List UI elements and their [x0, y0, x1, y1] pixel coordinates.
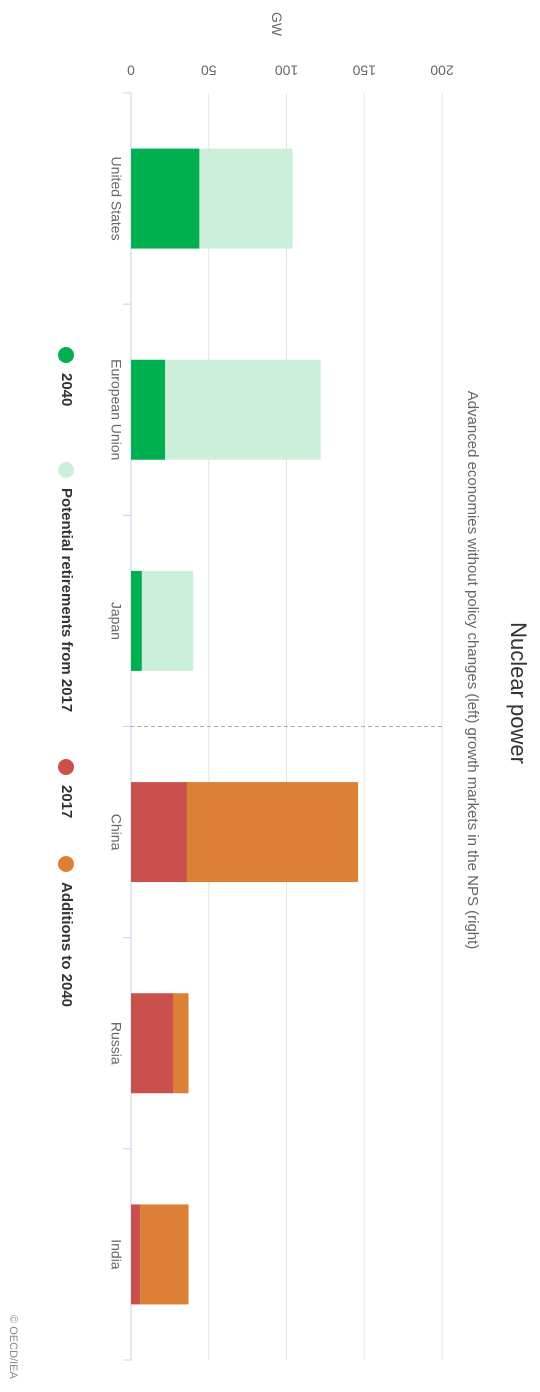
- legend-label-additions-to-2040: Additions to 2040: [58, 882, 75, 1007]
- category-label-united-states: United States: [108, 157, 124, 241]
- y-tick-label-0: 0: [127, 62, 135, 78]
- bar-china-additions-to-2040: [186, 782, 359, 883]
- category-label-russia: Russia: [108, 1022, 124, 1065]
- chart-title: Nuclear power: [506, 622, 531, 764]
- y-tick-label-150: 150: [352, 62, 376, 78]
- category-label-japan: Japan: [108, 602, 124, 640]
- bar-united-states-2040: [131, 148, 200, 249]
- y-tick-label-200: 200: [430, 62, 454, 78]
- bar-china-2017: [131, 782, 187, 883]
- y-tick-label-50: 50: [201, 62, 217, 78]
- y-axis-label: GW: [269, 12, 285, 37]
- bar-russia-additions-to-2040: [172, 993, 189, 1094]
- bars: [130, 148, 359, 1305]
- bar-japan-2040: [131, 570, 142, 671]
- credit-text: © OECD/IEA: [7, 1315, 19, 1379]
- category-label-china: China: [108, 814, 124, 851]
- legend-marker-potential-retirements-from-2017: [58, 462, 74, 478]
- legend-marker-2017: [58, 759, 74, 775]
- legend: 2040 Potential retirements from 2017 2017 A…: [58, 347, 75, 1007]
- bar-india-2017: [130, 1204, 141, 1305]
- y-tick-label-100: 100: [275, 62, 299, 78]
- bar-united-states-potential-retirements-from-2017: [199, 148, 293, 249]
- axes: [123, 92, 442, 1361]
- bar-russia-2017: [130, 993, 173, 1094]
- bar-european-union-2040: [130, 359, 166, 460]
- legend-marker-additions-to-2040: [58, 856, 74, 872]
- chart-subtitle: Advanced economies without policy change…: [464, 391, 481, 950]
- legend-marker-2040: [58, 347, 74, 363]
- category-label-european-union: European Union: [108, 359, 124, 460]
- legend-label-potential-retirements-from-2017: Potential retirements from 2017: [58, 488, 75, 712]
- category-label-india: India: [108, 1239, 124, 1270]
- legend-label-2017: 2017: [58, 785, 75, 818]
- labels: Nuclear power Advanced economies without…: [7, 12, 531, 1380]
- bar-european-union-potential-retirements-from-2017: [165, 359, 321, 460]
- bar-india-additions-to-2040: [140, 1204, 189, 1305]
- bar-japan-potential-retirements-from-2017: [141, 570, 194, 671]
- legend-label-2040: 2040: [58, 373, 75, 406]
